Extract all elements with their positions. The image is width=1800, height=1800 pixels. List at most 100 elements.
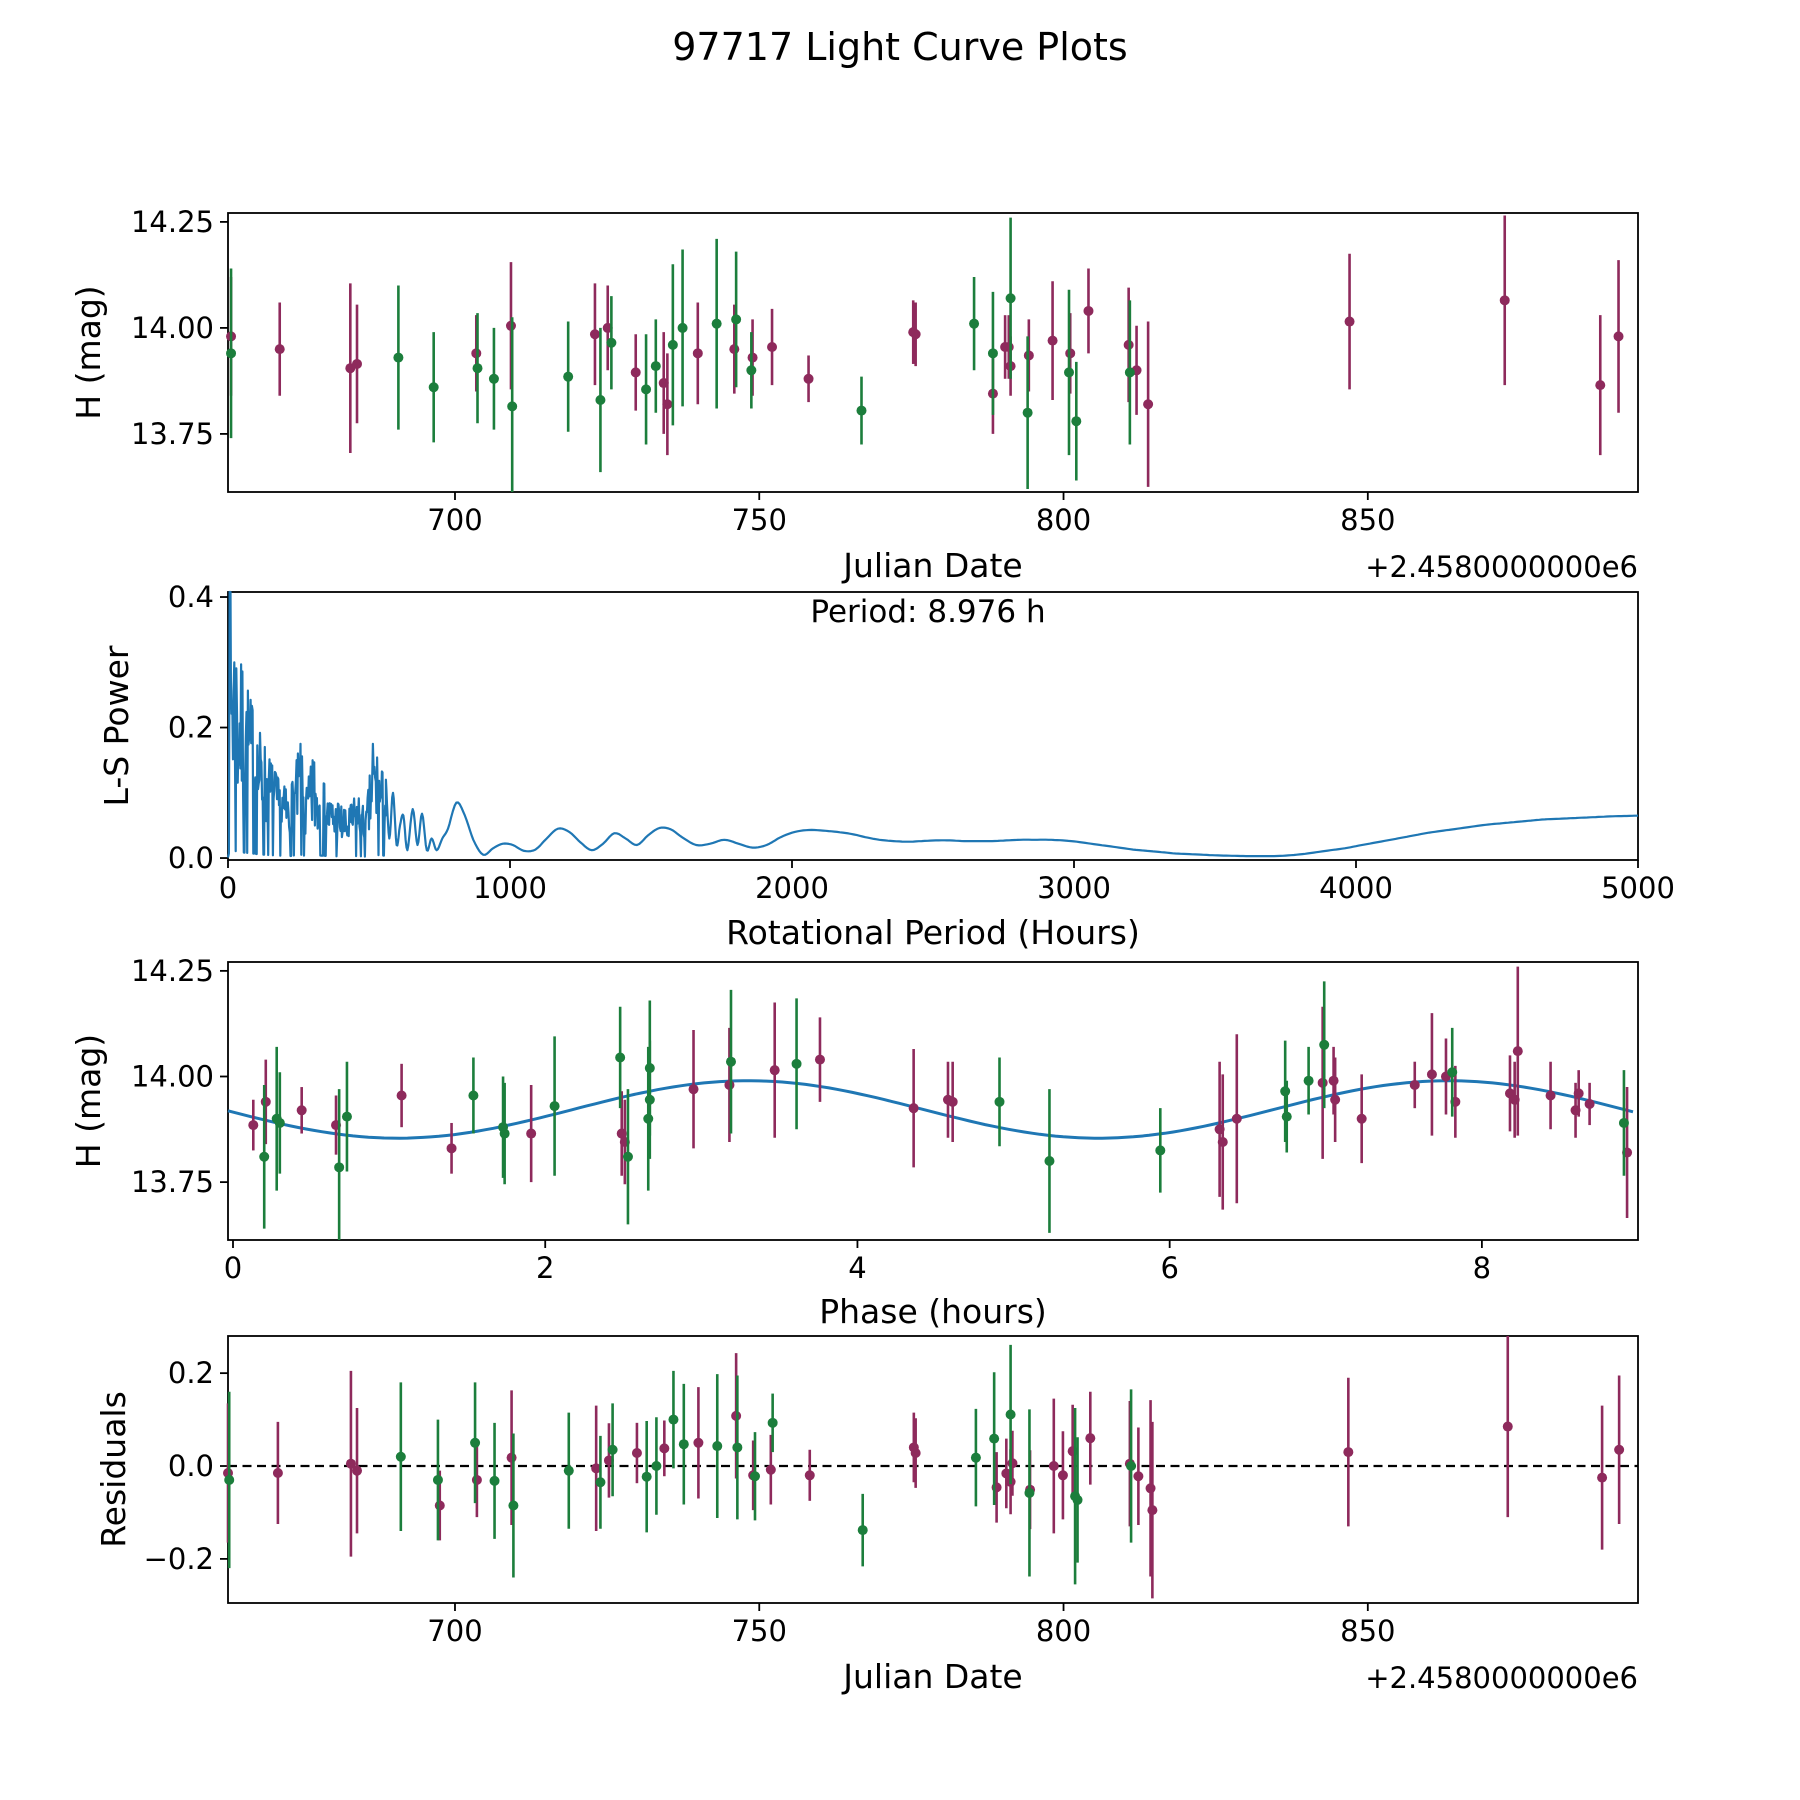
data-point [468, 1090, 479, 1101]
data-point [631, 1448, 642, 1459]
p3-y-axis-label: H (mag) [69, 1034, 108, 1168]
data-point [1005, 1409, 1016, 1420]
data-point [341, 1111, 352, 1122]
x-tick-label: 0 [219, 871, 237, 905]
data-point [471, 1474, 482, 1485]
p1-y-axis-label: H (mag) [69, 285, 108, 419]
data-point [643, 1113, 654, 1124]
data-point [650, 361, 661, 372]
data-point [677, 322, 688, 333]
data-point [591, 1463, 602, 1474]
y-tick-label: 13.75 [131, 1165, 214, 1199]
data-point [1330, 1094, 1341, 1105]
p4-x-axis-offset: +2.4580000000e6 [1365, 1661, 1638, 1695]
data-point [1124, 367, 1135, 378]
data-point [659, 1443, 670, 1454]
observations-a-series [248, 966, 1633, 1219]
data-point [248, 1120, 259, 1131]
data-point [345, 1458, 356, 1469]
data-point [746, 365, 757, 376]
data-point [641, 1471, 652, 1482]
data-point [1133, 1471, 1144, 1482]
data-point [1001, 1468, 1012, 1479]
observations-b-series [259, 981, 1629, 1240]
y-tick-label: 13.75 [131, 417, 214, 451]
data-point [1618, 1117, 1629, 1128]
p4-y-axis-label: Residuals [94, 1391, 133, 1548]
y-tick-label: 14.00 [131, 311, 214, 345]
data-point [1048, 1461, 1059, 1472]
data-point [1047, 335, 1058, 346]
data-point [750, 1471, 761, 1482]
y-tick-label: 0.2 [168, 1356, 214, 1390]
data-point [791, 1058, 802, 1069]
data-point [1613, 331, 1624, 342]
data-point [1499, 295, 1510, 306]
data-point [1005, 293, 1016, 304]
data-point [1426, 1069, 1437, 1080]
data-point [352, 358, 363, 369]
x-tick-label: 850 [1340, 1614, 1395, 1648]
data-point [1003, 341, 1014, 352]
data-point [711, 318, 722, 329]
data-point [352, 1465, 363, 1476]
data-point [1319, 1039, 1330, 1050]
y-tick-label: 14.25 [131, 205, 214, 239]
data-point [803, 373, 814, 384]
data-point [1024, 1487, 1035, 1498]
data-point [725, 1056, 736, 1067]
tick-marks [220, 221, 1369, 500]
data-point [908, 1103, 919, 1114]
data-point [1573, 1088, 1584, 1099]
x-tick-label: 1000 [473, 871, 547, 905]
p2-y-axis-label: L-S Power [97, 645, 136, 806]
sinusoidal-fit-line [227, 1079, 1634, 1140]
data-point [434, 1500, 445, 1511]
data-point [260, 1096, 271, 1107]
panel-phased-lightcurve: 0 2 4 6 8 13.75 14.00 14.25 [131, 954, 1639, 1285]
data-point [589, 329, 600, 340]
data-point [526, 1128, 537, 1139]
data-point [499, 1128, 510, 1139]
data-point [1155, 1145, 1166, 1156]
data-point [1085, 1433, 1096, 1444]
y-tick-label: 14.00 [131, 1059, 214, 1093]
data-point [630, 367, 641, 378]
p1-x-axis-offset: +2.4580000000e6 [1365, 550, 1638, 584]
data-point [765, 1464, 776, 1475]
data-point [595, 394, 606, 405]
data-point [987, 348, 998, 359]
data-point [712, 1441, 723, 1452]
data-point [506, 1452, 517, 1463]
data-point [692, 348, 703, 359]
data-point [969, 318, 980, 329]
data-point [731, 314, 742, 325]
data-point [910, 329, 921, 340]
data-point [1512, 1046, 1523, 1057]
data-point [396, 1090, 407, 1101]
data-point [1303, 1075, 1314, 1086]
data-point [1064, 367, 1075, 378]
data-point [668, 1414, 679, 1425]
data-point [1502, 1421, 1513, 1432]
axes-frame [227, 961, 1639, 1241]
data-point [446, 1143, 457, 1154]
data-point [1317, 1077, 1328, 1088]
data-point [814, 1054, 825, 1065]
data-point [274, 344, 285, 355]
axes-frame [227, 212, 1639, 493]
y-tick-label: −0.2 [144, 1542, 214, 1576]
x-tick-label: 700 [427, 503, 482, 537]
p3-x-axis-label: Phase (hours) [819, 1292, 1047, 1331]
data-point [507, 401, 518, 412]
x-tick-label: 800 [1036, 503, 1091, 537]
x-tick-label: 4 [848, 1251, 866, 1285]
data-point [1545, 1090, 1556, 1101]
data-point [1597, 1472, 1608, 1483]
data-point [1231, 1113, 1242, 1124]
data-point [508, 1500, 519, 1511]
x-tick-label: 2000 [755, 871, 829, 905]
data-point [729, 344, 740, 355]
tick-marks [220, 596, 1639, 868]
